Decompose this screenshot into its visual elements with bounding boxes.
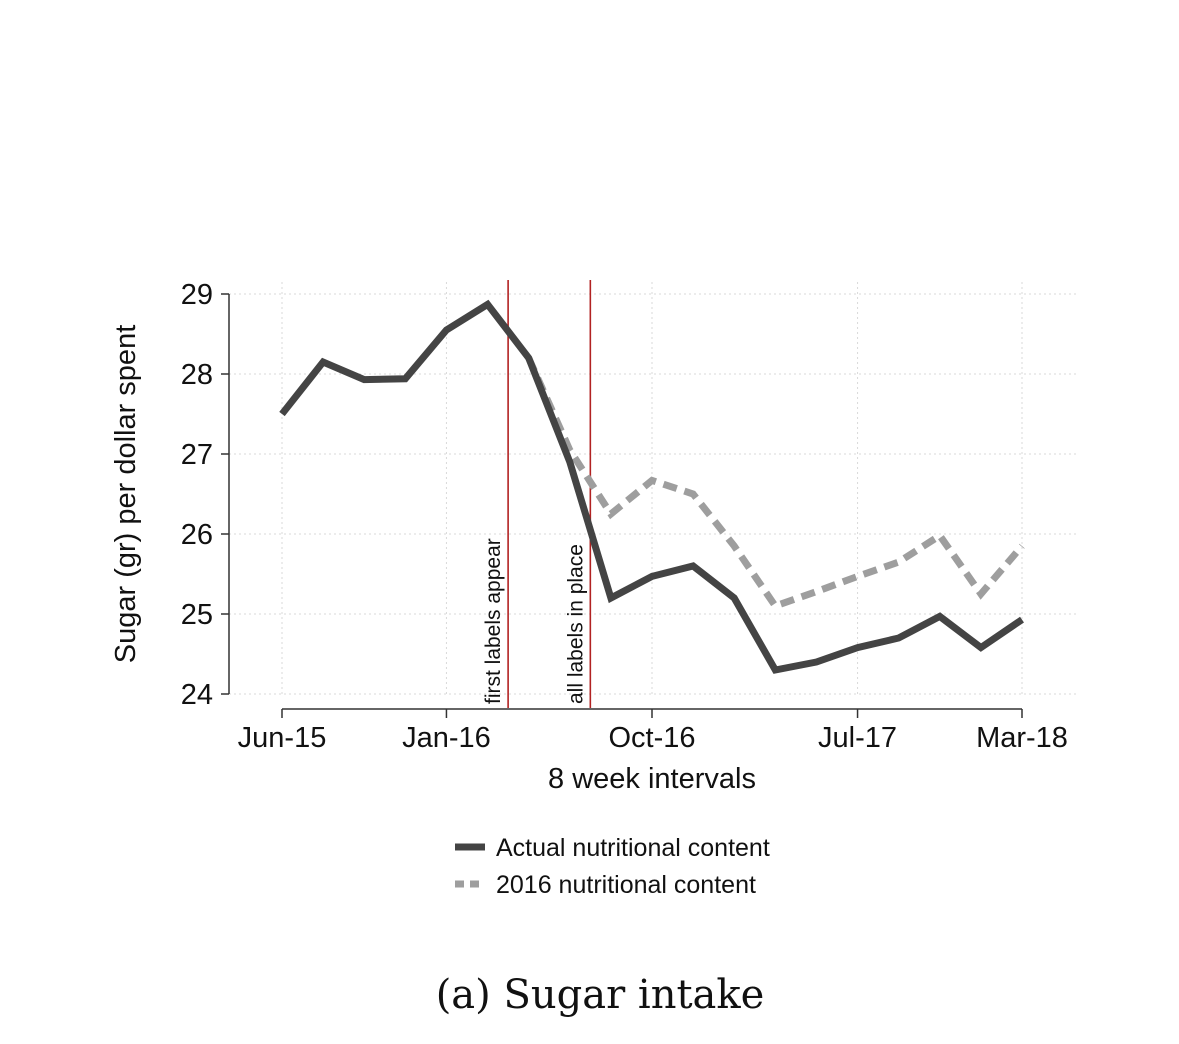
series-line-2016 xyxy=(525,356,1025,611)
x-ticks: Jun-15 Jan-16 Oct-16 Jul-17 Mar-18 xyxy=(238,709,1068,754)
series xyxy=(279,299,1025,674)
axes xyxy=(228,294,1022,710)
y-axis-title: Sugar (gr) per dollar spent xyxy=(110,325,142,664)
x-tick-label: Jun-15 xyxy=(238,722,327,754)
reference-line-label: all labels in place xyxy=(564,544,587,704)
x-tick-label: Jan-16 xyxy=(402,722,491,754)
x-tick-label: Mar-18 xyxy=(976,722,1068,754)
x-tick-label: Jul-17 xyxy=(818,722,897,754)
legend-label-actual: Actual nutritional content xyxy=(496,834,770,862)
reference-line-label: first labels appear xyxy=(482,538,505,704)
y-tick-label: 29 xyxy=(181,279,213,311)
y-tick-label: 24 xyxy=(181,679,213,711)
series-line-actual xyxy=(279,299,1024,674)
y-tick-label: 26 xyxy=(181,519,213,551)
reference-lines: first labels appear all labels in place xyxy=(482,280,592,708)
x-tick-label: Oct-16 xyxy=(608,722,695,754)
legend: Actual nutritional content 2016 nutritio… xyxy=(455,834,770,899)
y-tick-label: 27 xyxy=(181,439,213,471)
chart-caption: (a) Sugar intake xyxy=(436,972,765,1018)
y-tick-label: 25 xyxy=(181,599,213,631)
grid xyxy=(229,282,1078,695)
y-tick-label: 28 xyxy=(181,359,213,391)
y-ticks: 24 25 26 27 28 29 xyxy=(181,279,229,711)
legend-label-2016: 2016 nutritional content xyxy=(496,871,756,899)
x-axis-title: 8 week intervals xyxy=(548,763,756,795)
